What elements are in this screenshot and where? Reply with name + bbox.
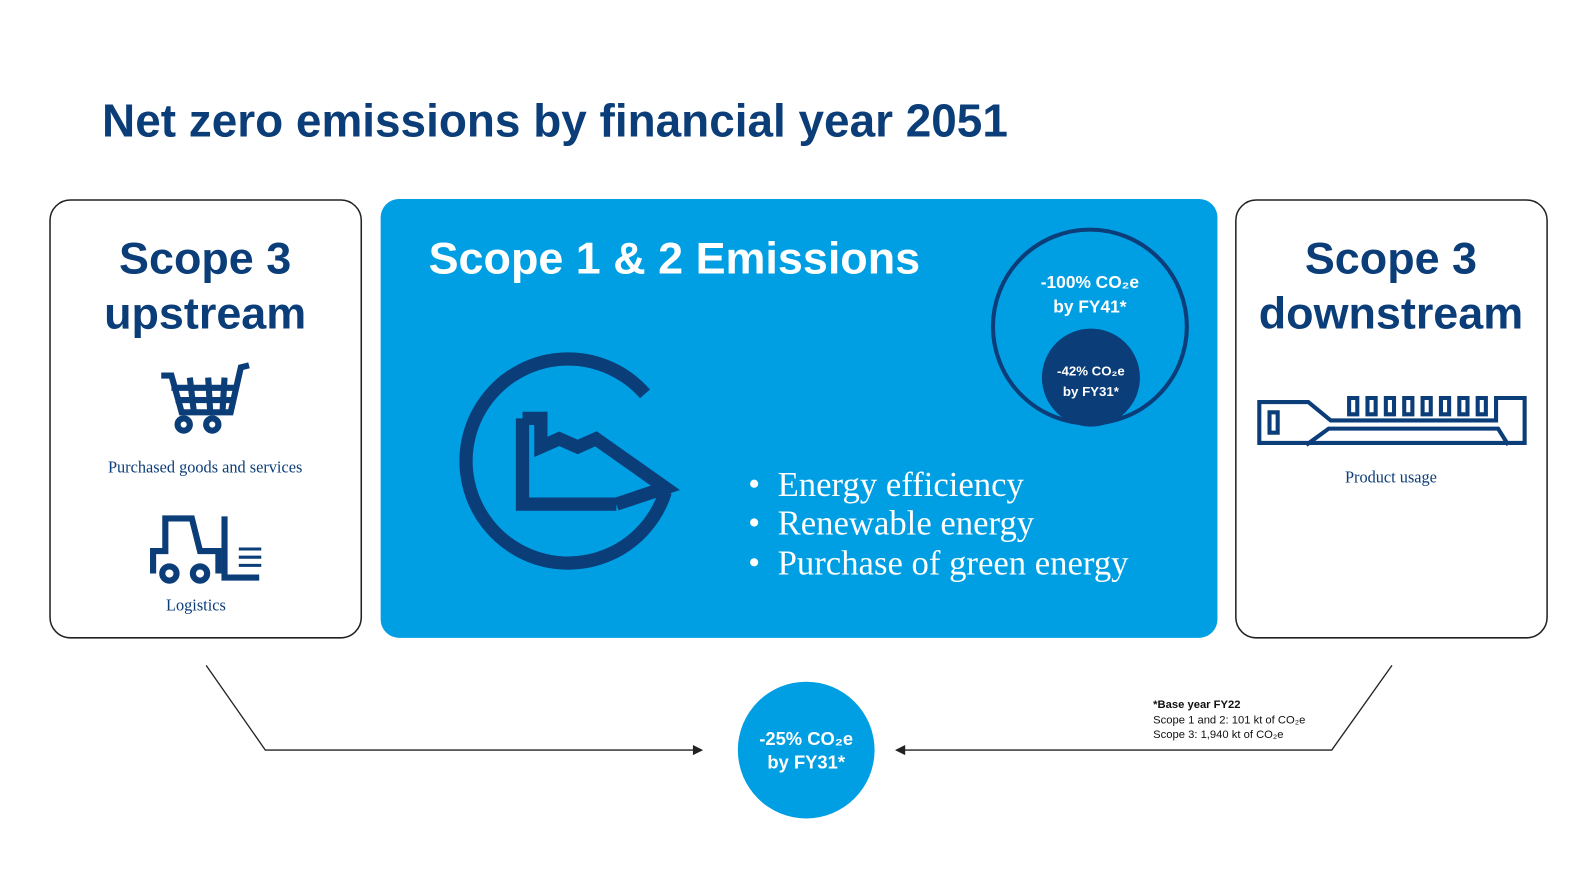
panel-title: Scope 1 & 2 Emissions — [429, 232, 920, 283]
target-text: -100% CO₂e — [1041, 272, 1140, 292]
target-dot — [1041, 328, 1140, 427]
item-label: Purchased goods and services — [108, 457, 302, 476]
target-text: by FY31* — [1063, 384, 1120, 399]
title: Net zero emissions by financial year 205… — [102, 95, 1008, 147]
target-text: -25% CO₂e — [759, 728, 853, 749]
connector — [205, 664, 1393, 751]
panel-title: Scope 3 — [1305, 232, 1477, 283]
core-panel — [380, 198, 1218, 638]
factory-icon — [459, 352, 680, 570]
cart-icon — [161, 362, 250, 434]
bullets — [750, 479, 759, 567]
measure: Renewable energy — [778, 504, 1035, 543]
forklift-icon — [150, 515, 262, 584]
footnote: Scope 1 and 2: 101 kt of CO₂e — [1153, 715, 1305, 727]
item-label: Product usage — [1345, 468, 1437, 487]
product-icon — [1257, 395, 1527, 447]
panel-title: Scope 3 — [119, 232, 291, 283]
panel-title: downstream — [1259, 288, 1523, 339]
measure: Energy efficiency — [778, 465, 1025, 504]
target-text: by FY41* — [1053, 296, 1126, 316]
panel-title: upstream — [104, 288, 306, 339]
scope3-target — [737, 681, 875, 819]
target-text: -42% CO₂e — [1057, 364, 1125, 379]
footnote: Scope 3: 1,940 kt of CO₂e — [1153, 729, 1283, 741]
measure: Purchase of green energy — [778, 544, 1130, 583]
item-label: Logistics — [166, 595, 226, 614]
target-text: by FY31* — [767, 751, 845, 772]
footnote: *Base year FY22 — [1153, 699, 1240, 711]
